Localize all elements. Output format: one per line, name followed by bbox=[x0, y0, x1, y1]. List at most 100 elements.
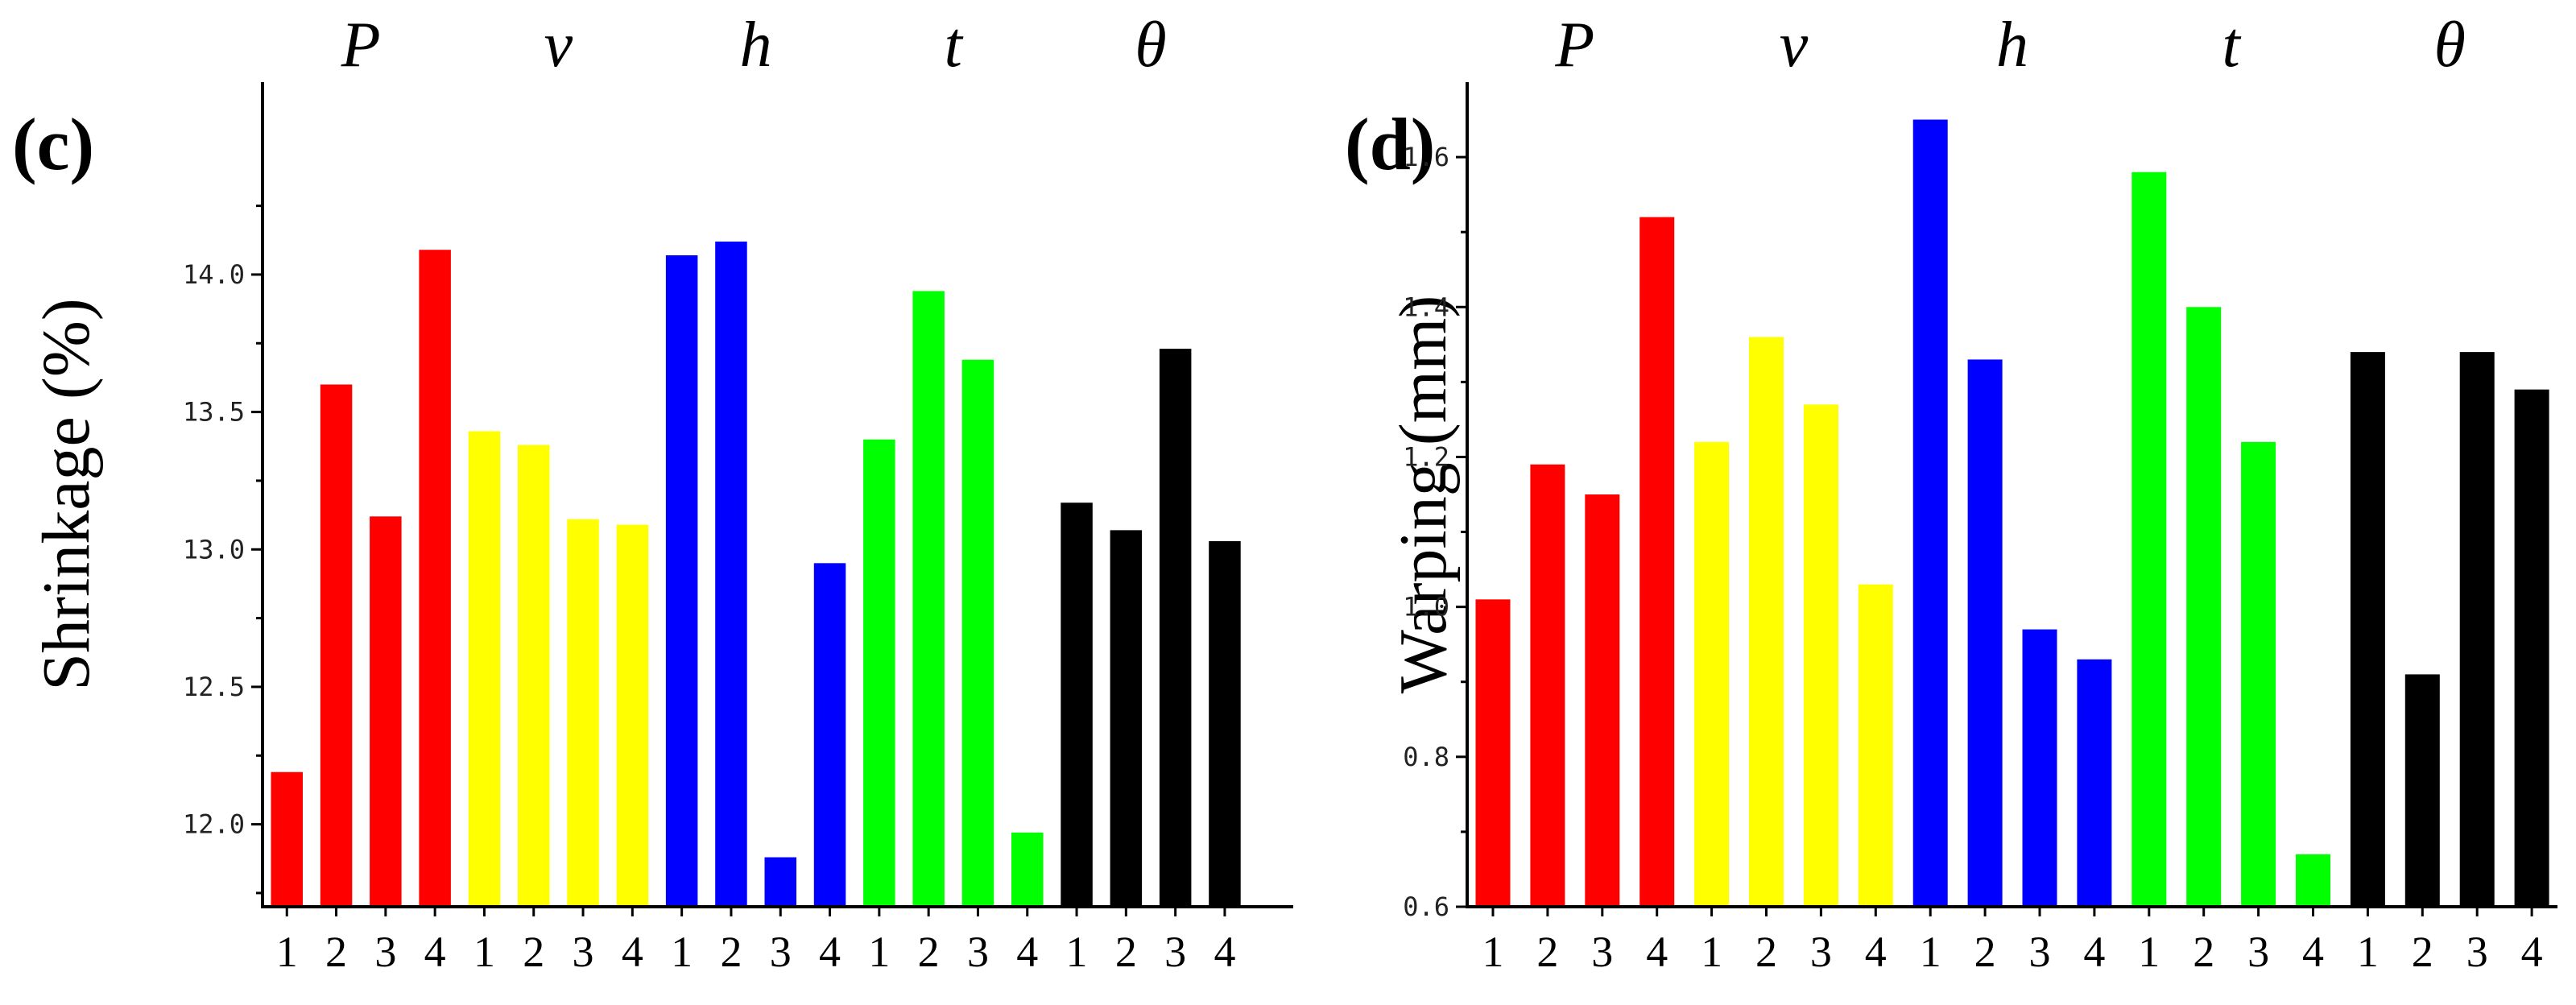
y-tick-label: 1.0 bbox=[1403, 592, 1449, 622]
x-tick-label: 4 bbox=[1214, 928, 1235, 976]
bar-P-3 bbox=[370, 516, 402, 907]
bar-P-3 bbox=[1585, 494, 1620, 907]
group-label-t: t bbox=[2222, 10, 2242, 81]
x-tick-label: 1 bbox=[473, 928, 495, 976]
x-tick-label: 3 bbox=[374, 928, 396, 976]
bar-P-1 bbox=[271, 771, 303, 907]
x-tick-label: 4 bbox=[2521, 928, 2543, 976]
chart-panel-d: (d)Warping (mm)P v h t θ0.60.81.01.21.41.61 2… bbox=[1345, 10, 2557, 976]
bar-θ-4 bbox=[1209, 541, 1241, 907]
y-tick-label: 1.2 bbox=[1403, 441, 1449, 472]
bar-P-1 bbox=[1475, 599, 1511, 907]
bar-v-2 bbox=[1749, 337, 1784, 907]
x-tick-label: 3 bbox=[2247, 928, 2269, 976]
bar-h-3 bbox=[2022, 629, 2057, 907]
x-tick-label: 3 bbox=[1810, 928, 1832, 976]
bar-t-2 bbox=[912, 291, 945, 907]
bar-h-2 bbox=[1967, 359, 2003, 907]
bar-P-4 bbox=[419, 250, 451, 907]
group-label-t: t bbox=[945, 10, 964, 81]
x-tick-label: 1 bbox=[1701, 928, 1722, 976]
bar-θ-3 bbox=[2459, 352, 2495, 907]
x-tick-label: 4 bbox=[1865, 928, 1887, 976]
bar-θ-2 bbox=[1110, 530, 1143, 907]
x-tick-label: 1 bbox=[2357, 928, 2379, 976]
bar-h-1 bbox=[1912, 119, 1948, 907]
x-tick-label: 2 bbox=[1974, 928, 1996, 976]
group-label-P: P bbox=[1554, 10, 1594, 81]
y-tick-label: 0.6 bbox=[1403, 891, 1449, 922]
x-tick-label: 1 bbox=[671, 928, 693, 976]
x-tick-label: 3 bbox=[967, 928, 989, 976]
bar-θ-2 bbox=[2404, 674, 2440, 907]
x-tick-label: 3 bbox=[2029, 928, 2051, 976]
y-tick-label: 1.4 bbox=[1403, 292, 1449, 322]
x-tick-label: 2 bbox=[2412, 928, 2433, 976]
group-label-h: h bbox=[1996, 10, 2028, 81]
x-tick-label: 1 bbox=[1066, 928, 1088, 976]
y-tick-label: 12.0 bbox=[183, 809, 245, 840]
x-tick-label: 4 bbox=[1646, 928, 1668, 976]
y-axis-title: Warping (mm) bbox=[1386, 296, 1461, 694]
group-label-P: P bbox=[341, 10, 381, 81]
x-tick-label: 3 bbox=[2466, 928, 2488, 976]
x-tick-label: 2 bbox=[2193, 928, 2214, 976]
group-label-θ: θ bbox=[1135, 10, 1166, 81]
bar-t-1 bbox=[2132, 172, 2167, 907]
y-tick-label: 1.6 bbox=[1403, 142, 1449, 172]
x-tick-label: 1 bbox=[1482, 928, 1504, 976]
x-tick-label: 1 bbox=[2138, 928, 2160, 976]
bar-t-3 bbox=[961, 359, 994, 907]
y-axis-title: Shrinkage (%) bbox=[29, 298, 104, 691]
bar-v-4 bbox=[1858, 584, 1893, 907]
bar-v-1 bbox=[1694, 441, 1730, 907]
bar-h-1 bbox=[665, 255, 698, 907]
y-tick-label: 14.0 bbox=[183, 259, 245, 290]
bar-t-1 bbox=[863, 439, 895, 907]
group-label-v: v bbox=[544, 10, 573, 81]
bar-P-2 bbox=[1530, 464, 1565, 907]
group-label-θ: θ bbox=[2434, 10, 2466, 81]
x-tick-label: 4 bbox=[819, 928, 841, 976]
bar-v-1 bbox=[468, 431, 501, 907]
group-label-h: h bbox=[740, 10, 772, 81]
bar-v-3 bbox=[567, 519, 599, 907]
y-tick-label: 13.0 bbox=[183, 534, 245, 565]
panel-label: (d) bbox=[1345, 103, 1435, 185]
bar-t-4 bbox=[1011, 832, 1044, 907]
x-tick-label: 1 bbox=[868, 928, 890, 976]
bar-h-2 bbox=[715, 241, 747, 907]
x-tick-label: 4 bbox=[424, 928, 446, 976]
bar-θ-3 bbox=[1159, 349, 1192, 907]
x-tick-label: 4 bbox=[2083, 928, 2105, 976]
bar-v-3 bbox=[1803, 404, 1838, 908]
chart-panel-c: (c) Shrinkage (%) P v h t θ 12.0 12.5 13.0 13.5 14.… bbox=[12, 10, 1293, 976]
bar-θ-1 bbox=[2350, 352, 2385, 907]
x-tick-label: 2 bbox=[1536, 928, 1558, 976]
bar-h-3 bbox=[764, 857, 796, 907]
y-tick-label: 12.5 bbox=[183, 672, 245, 702]
bar-t-3 bbox=[2241, 441, 2276, 907]
y-tick-label: 13.5 bbox=[183, 397, 245, 428]
x-tick-label: 4 bbox=[2302, 928, 2324, 976]
y-tick-label: 0.8 bbox=[1403, 742, 1449, 772]
x-tick-label: 3 bbox=[1591, 928, 1613, 976]
bar-θ-4 bbox=[2514, 389, 2549, 907]
x-tick-label: 4 bbox=[622, 928, 643, 976]
bar-P-2 bbox=[320, 384, 353, 907]
x-tick-label: 2 bbox=[918, 928, 940, 976]
bar-v-4 bbox=[616, 524, 649, 907]
x-tick-label: 2 bbox=[523, 928, 544, 976]
panel-label: (c) bbox=[12, 103, 94, 185]
x-tick-label: 4 bbox=[1016, 928, 1038, 976]
bar-h-4 bbox=[2077, 659, 2112, 907]
bar-h-4 bbox=[813, 563, 846, 907]
bar-θ-1 bbox=[1061, 502, 1093, 907]
x-tick-label: 1 bbox=[276, 928, 298, 976]
bar-v-2 bbox=[518, 445, 550, 907]
x-tick-label: 3 bbox=[770, 928, 792, 976]
x-tick-label: 3 bbox=[1164, 928, 1186, 976]
x-tick-label: 1 bbox=[1920, 928, 1941, 976]
x-tick-label: 2 bbox=[1755, 928, 1777, 976]
x-tick-label: 2 bbox=[1115, 928, 1137, 976]
